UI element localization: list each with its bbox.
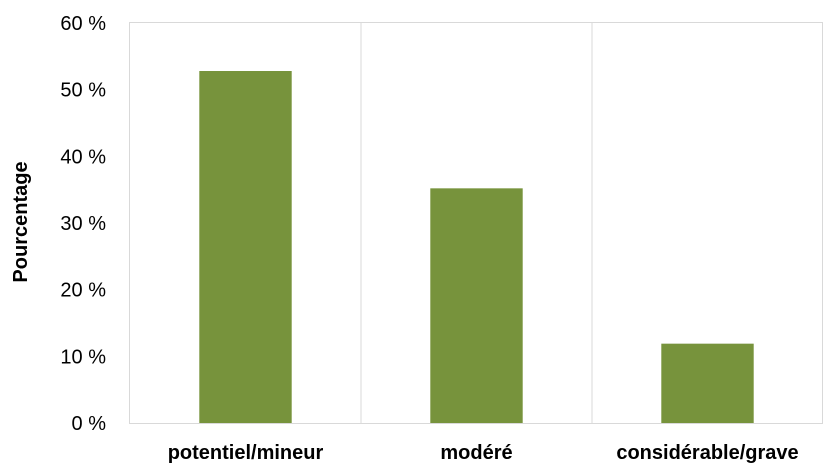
bar-2 [430, 188, 523, 423]
plot-area-border [129, 22, 823, 424]
y-tick-label: 10 % [60, 346, 106, 368]
plot-frame [129, 22, 823, 424]
y-tick-label: 40 % [60, 146, 106, 168]
category-gridlines [360, 23, 593, 423]
x-tick-label: potentiel/mineur [168, 442, 324, 464]
bar-1 [199, 71, 292, 423]
y-tick-label: 0 % [72, 413, 107, 435]
y-tick-label: 50 % [60, 80, 106, 102]
y-tick-label: 60 % [60, 13, 106, 35]
y-axis-ticks: 0 % 10 % 20 % 30 % 40 % 50 % 60 % [60, 13, 106, 435]
x-tick-label: modéré [440, 442, 512, 464]
y-axis-title: Pourcentage [10, 161, 32, 282]
x-axis-ticks: potentiel/mineur modéré considérable/grave [168, 442, 799, 464]
bars [199, 71, 754, 423]
y-tick-label: 20 % [60, 280, 106, 302]
x-tick-label: considérable/grave [616, 442, 798, 464]
y-tick-label: 30 % [60, 213, 106, 235]
bar-3 [661, 343, 754, 423]
